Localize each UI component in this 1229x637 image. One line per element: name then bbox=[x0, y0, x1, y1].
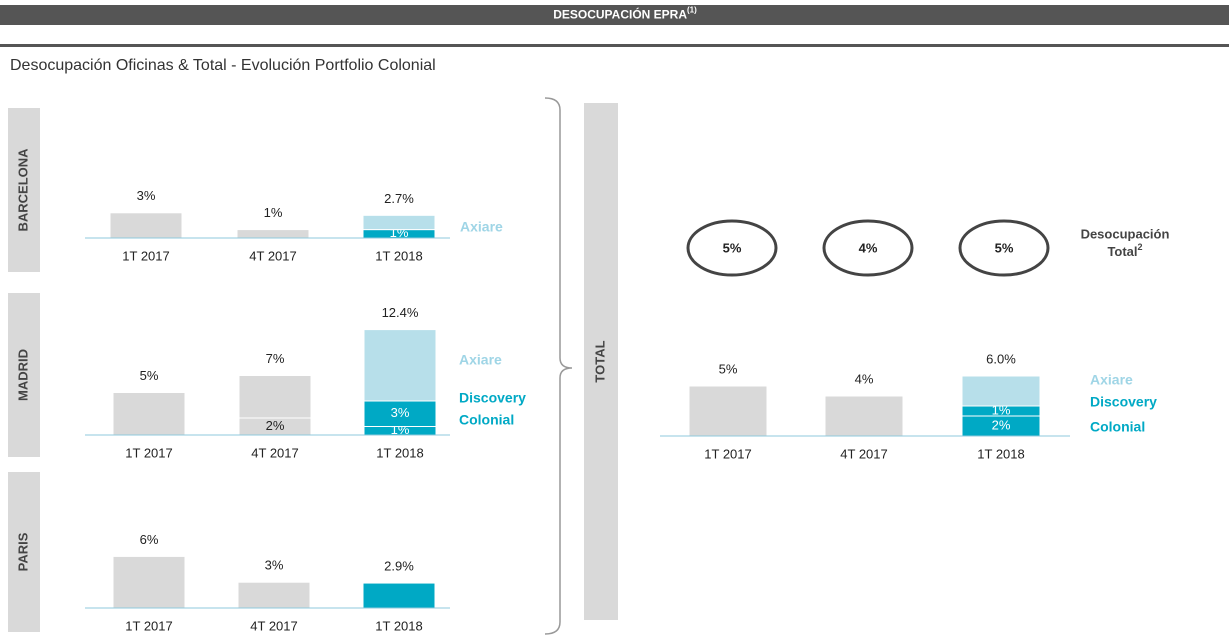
category-label: 4T 2017 bbox=[250, 618, 297, 633]
bar-segment bbox=[112, 392, 186, 436]
bar-segment bbox=[237, 581, 311, 609]
region-box bbox=[584, 103, 618, 620]
bar-segment bbox=[362, 582, 436, 609]
subtitle: Desocupación Oficinas & Total - Evolució… bbox=[10, 57, 436, 74]
category-label: 4T 2017 bbox=[840, 446, 887, 461]
legend-entry: Colonial bbox=[459, 412, 514, 428]
circle-label: 4% bbox=[859, 240, 878, 255]
value-label: 2.9% bbox=[384, 558, 414, 573]
legend-entry: Axiare bbox=[1090, 372, 1133, 388]
bar-segment bbox=[363, 400, 437, 427]
header-title: DESOCUPACIÓN EPRA(1) bbox=[553, 6, 697, 22]
circle-marker bbox=[822, 219, 914, 277]
value-label: 4% bbox=[855, 371, 874, 386]
category-label: 1T 2018 bbox=[977, 446, 1024, 461]
bar-segment bbox=[112, 555, 186, 609]
region-box bbox=[8, 472, 40, 632]
legend-entry: Discovery bbox=[1090, 394, 1157, 410]
legend-entry: Colonial bbox=[1090, 419, 1145, 435]
region-label: PARIS bbox=[15, 532, 30, 571]
circle-title: Total2 bbox=[1107, 242, 1142, 259]
header-sup: (1) bbox=[687, 6, 697, 15]
category-label: 1T 2018 bbox=[375, 248, 422, 263]
category-label: 1T 2018 bbox=[375, 618, 422, 633]
bar-segment bbox=[362, 214, 436, 231]
header-text: DESOCUPACIÓN EPRA bbox=[553, 7, 687, 22]
segment-label: 2% bbox=[266, 418, 285, 433]
bar-segment bbox=[688, 385, 768, 437]
category-label: 1T 2017 bbox=[122, 248, 169, 263]
legend-entry: Axiare bbox=[460, 219, 503, 235]
category-label: 1T 2017 bbox=[125, 618, 172, 633]
circle-label: 5% bbox=[723, 240, 742, 255]
total-label: 7% bbox=[266, 351, 285, 366]
circle-marker bbox=[958, 219, 1050, 277]
total-label: 2.7% bbox=[384, 191, 414, 206]
value-label: 3% bbox=[137, 188, 156, 203]
circle-label: 5% bbox=[995, 240, 1014, 255]
header-rule bbox=[0, 44, 1229, 47]
category-label: 4T 2017 bbox=[251, 445, 298, 460]
bar-segment bbox=[363, 329, 437, 402]
region-label: TOTAL bbox=[592, 340, 607, 382]
circle-marker bbox=[686, 219, 778, 277]
segment-label: 3% bbox=[391, 405, 410, 420]
header-bar bbox=[0, 5, 1229, 25]
bar-segment bbox=[824, 395, 904, 437]
brace bbox=[544, 97, 573, 635]
legend-entry: Discovery bbox=[459, 390, 526, 406]
value-label: 3% bbox=[265, 558, 284, 573]
region-label: MADRID bbox=[15, 349, 30, 401]
bar-segment bbox=[236, 229, 310, 239]
category-label: 1T 2017 bbox=[125, 445, 172, 460]
value-label: 6% bbox=[140, 532, 159, 547]
region-box bbox=[8, 108, 40, 272]
region-label: BARCELONA bbox=[15, 148, 30, 232]
legend-entry: Axiare bbox=[459, 352, 502, 368]
region-box bbox=[8, 293, 40, 457]
category-label: 1T 2018 bbox=[376, 445, 423, 460]
category-label: 1T 2017 bbox=[704, 446, 751, 461]
circle-title-sup: 2 bbox=[1138, 242, 1143, 252]
bar-segment bbox=[961, 375, 1041, 407]
total-label: 6.0% bbox=[986, 351, 1016, 366]
value-label: 5% bbox=[140, 368, 159, 383]
value-label: 5% bbox=[719, 361, 738, 376]
bar-segment bbox=[238, 375, 312, 419]
total-label: 12.4% bbox=[382, 305, 419, 320]
category-label: 4T 2017 bbox=[249, 248, 296, 263]
circle-title: Desocupación bbox=[1081, 226, 1170, 241]
bar-segment bbox=[109, 212, 183, 239]
value-label: 1% bbox=[264, 205, 283, 220]
segment-label: 2% bbox=[992, 417, 1011, 432]
circle-title-text: Total bbox=[1107, 244, 1137, 259]
